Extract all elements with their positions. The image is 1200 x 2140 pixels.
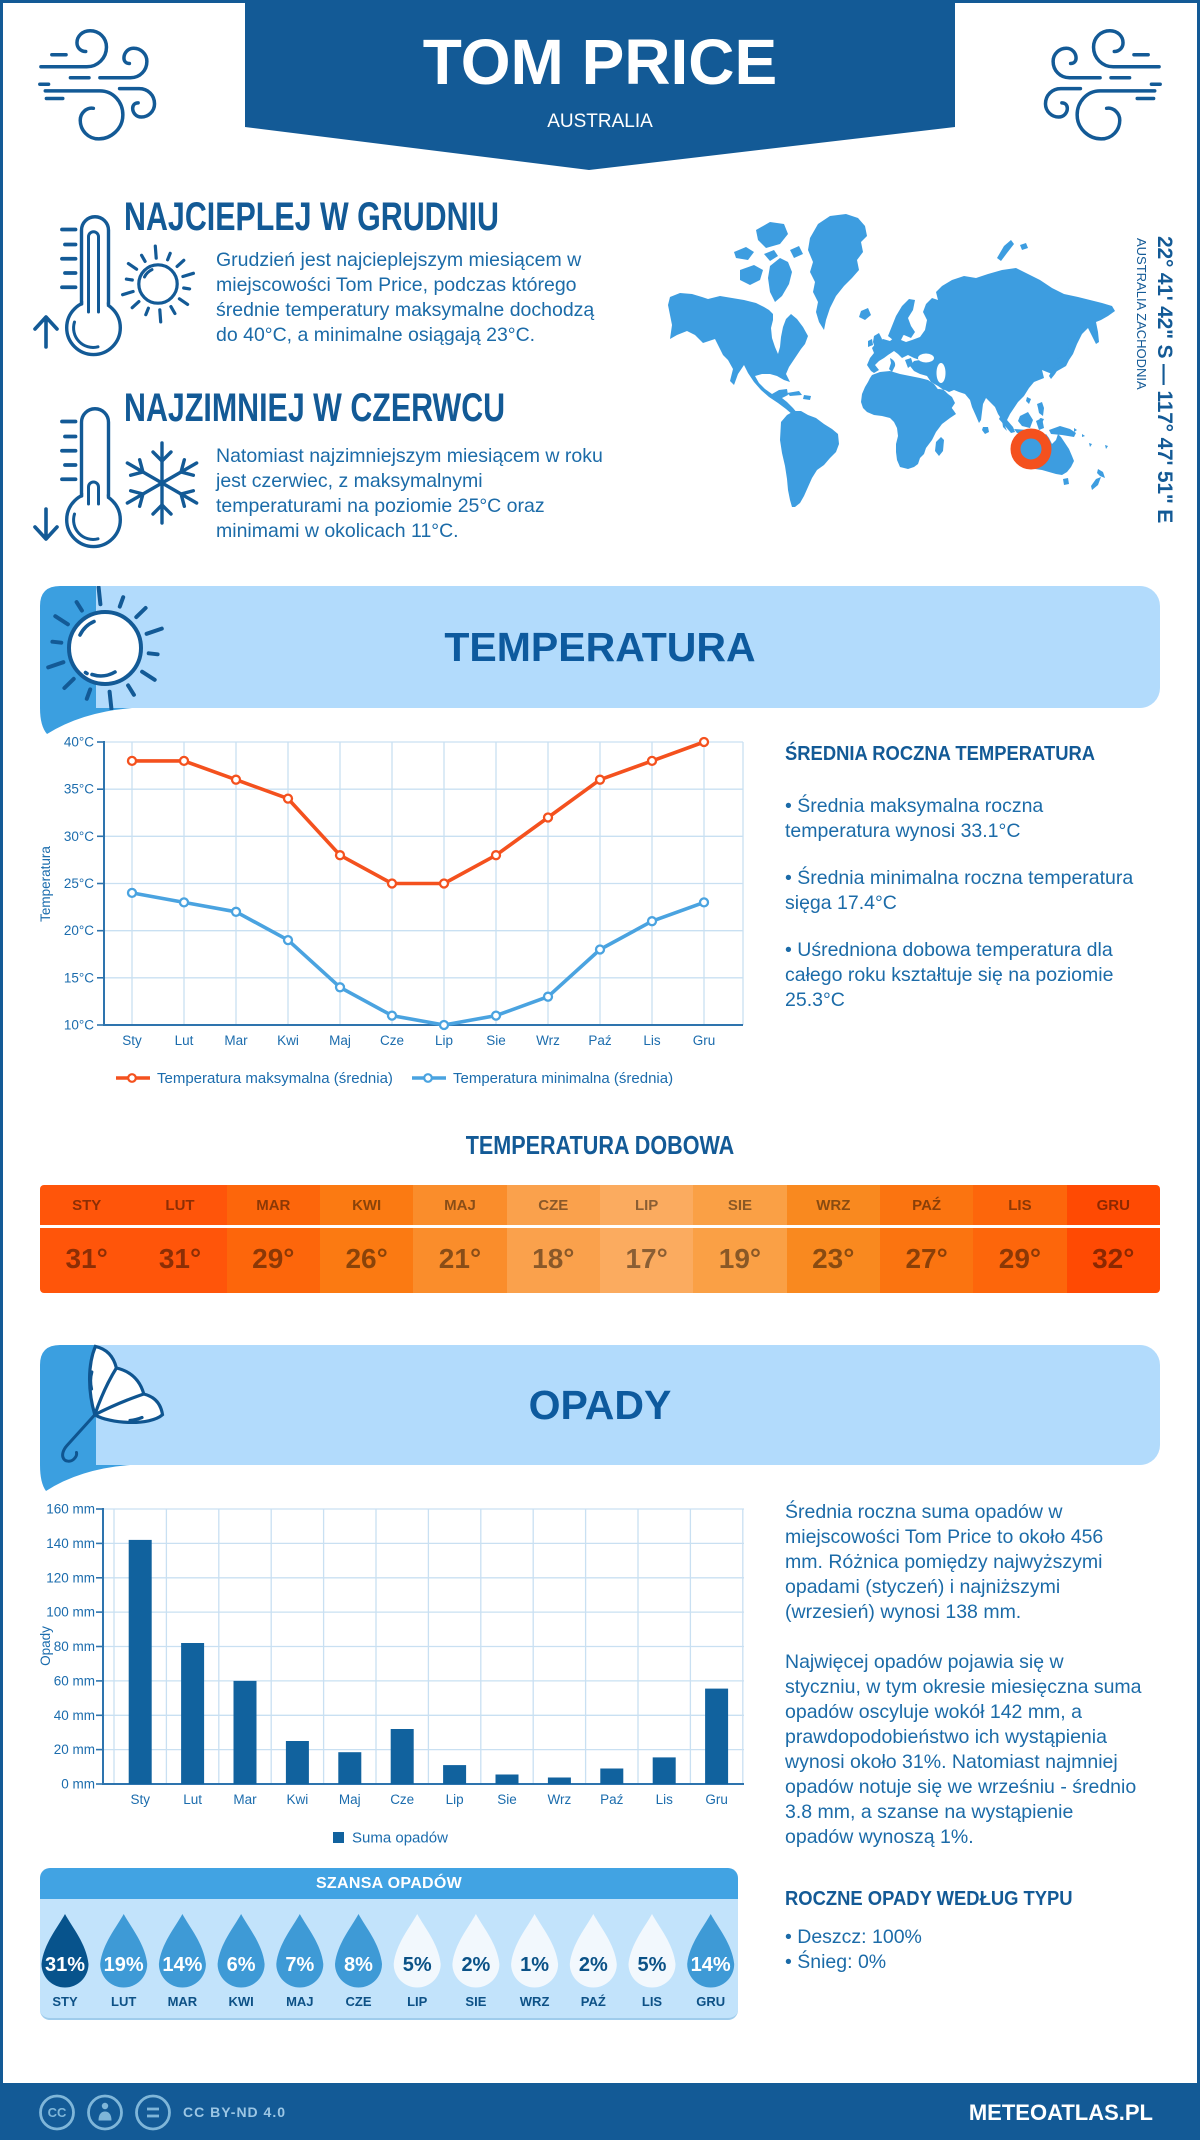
svg-text:Lis: Lis (656, 1792, 674, 1807)
svg-text:Maj: Maj (329, 1033, 351, 1048)
svg-text:160 mm: 160 mm (46, 1502, 95, 1517)
svg-text:CC: CC (48, 2105, 67, 2120)
svg-text:Temperatura maksymalna (średni: Temperatura maksymalna (średnia) (157, 1070, 393, 1087)
svg-text:Kwi: Kwi (287, 1792, 309, 1807)
svg-text:20 mm: 20 mm (54, 1742, 95, 1757)
svg-text:Mar: Mar (224, 1033, 248, 1048)
svg-text:40 mm: 40 mm (54, 1708, 95, 1723)
svg-text:Sie: Sie (486, 1033, 506, 1048)
svg-text:10°C: 10°C (64, 1018, 94, 1033)
svg-text:Paź: Paź (600, 1792, 624, 1807)
svg-text:Suma opadów: Suma opadów (352, 1830, 448, 1847)
svg-text:Lip: Lip (435, 1033, 453, 1048)
svg-text:80 mm: 80 mm (54, 1639, 95, 1654)
svg-text:Gru: Gru (705, 1792, 728, 1807)
svg-text:30°C: 30°C (64, 829, 94, 844)
svg-text:Cze: Cze (390, 1792, 414, 1807)
svg-text:40°C: 40°C (64, 735, 94, 750)
svg-text:Maj: Maj (339, 1792, 361, 1807)
svg-text:Lip: Lip (446, 1792, 464, 1807)
svg-text:35°C: 35°C (64, 782, 94, 797)
svg-text:Sty: Sty (130, 1792, 150, 1807)
svg-text:Wrz: Wrz (548, 1792, 572, 1807)
svg-text:Gru: Gru (693, 1033, 716, 1048)
svg-text:Mar: Mar (233, 1792, 257, 1807)
svg-text:25°C: 25°C (64, 876, 94, 891)
svg-text:120 mm: 120 mm (46, 1570, 95, 1585)
svg-text:140 mm: 140 mm (46, 1536, 95, 1551)
svg-text:Wrz: Wrz (536, 1033, 560, 1048)
svg-text:0 mm: 0 mm (61, 1777, 95, 1792)
svg-text:Sie: Sie (497, 1792, 517, 1807)
svg-text:Temperatura: Temperatura (40, 846, 53, 922)
svg-text:Lut: Lut (175, 1033, 194, 1048)
svg-text:Temperatura minimalna (średnia: Temperatura minimalna (średnia) (453, 1070, 673, 1087)
svg-text:Lis: Lis (643, 1033, 661, 1048)
svg-text:100 mm: 100 mm (46, 1605, 95, 1620)
svg-text:Lut: Lut (183, 1792, 202, 1807)
svg-text:Kwi: Kwi (277, 1033, 299, 1048)
svg-text:Cze: Cze (380, 1033, 404, 1048)
svg-text:15°C: 15°C (64, 970, 94, 985)
svg-text:Sty: Sty (122, 1033, 142, 1048)
svg-text:Opady: Opady (40, 1626, 53, 1666)
svg-text:20°C: 20°C (64, 923, 94, 938)
svg-text:Paź: Paź (588, 1033, 612, 1048)
svg-text:60 mm: 60 mm (54, 1673, 95, 1688)
